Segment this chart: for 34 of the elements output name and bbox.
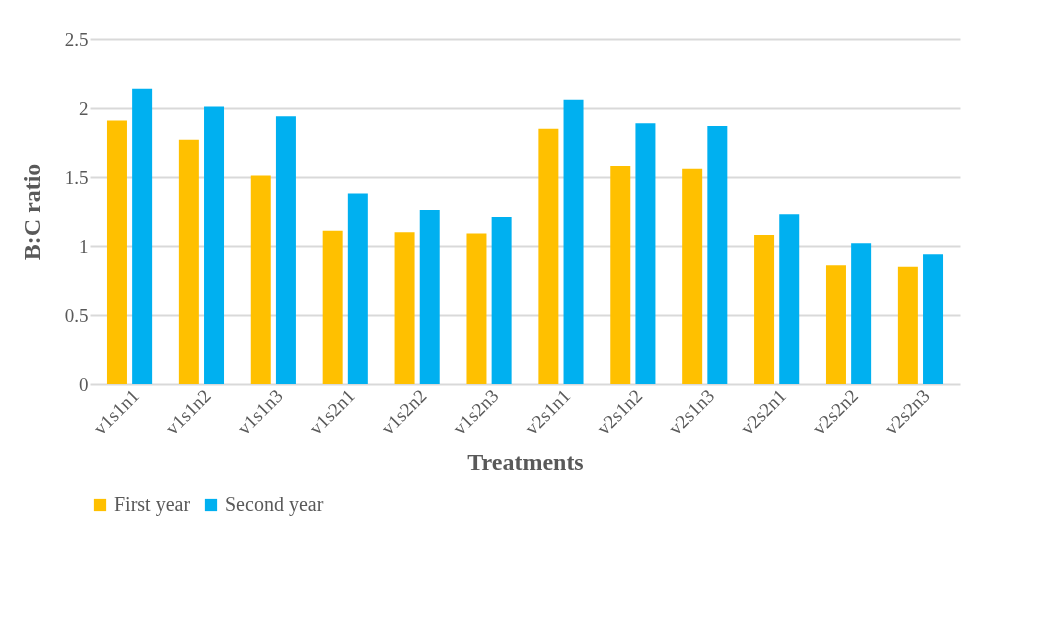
- bar: [825, 265, 846, 384]
- bar: [106, 120, 127, 384]
- y-tick-label: 0.5: [64, 304, 89, 326]
- bar: [851, 243, 872, 384]
- bar: [897, 266, 918, 384]
- bar: [347, 193, 368, 384]
- legend-label: First year: [114, 493, 191, 516]
- bar: [322, 230, 343, 384]
- bar: [610, 165, 631, 384]
- y-axis-title: B:C ratio: [18, 163, 45, 261]
- legend-label: Second year: [225, 493, 324, 516]
- bar: [754, 234, 775, 384]
- bar: [779, 214, 800, 384]
- bar: [491, 217, 512, 384]
- bar: [466, 233, 487, 384]
- bar: [635, 123, 656, 384]
- bar: [682, 168, 703, 384]
- bar: [923, 254, 944, 384]
- x-axis-title: Treatments: [467, 448, 584, 475]
- y-tick-label: 1: [79, 235, 89, 257]
- bar: [250, 175, 271, 384]
- y-tick-label: 2: [79, 97, 89, 119]
- bar: [707, 125, 728, 384]
- bar: [563, 99, 584, 384]
- y-tick-label: 0: [79, 373, 89, 395]
- bar: [204, 106, 225, 384]
- y-tick-label: 1.5: [64, 166, 89, 188]
- bar: [419, 210, 440, 384]
- bar: [132, 88, 153, 384]
- y-tick-label: 2.5: [64, 28, 89, 50]
- bar: [178, 139, 199, 384]
- bar: [275, 116, 296, 384]
- bar: [394, 232, 415, 384]
- bar: [538, 128, 559, 384]
